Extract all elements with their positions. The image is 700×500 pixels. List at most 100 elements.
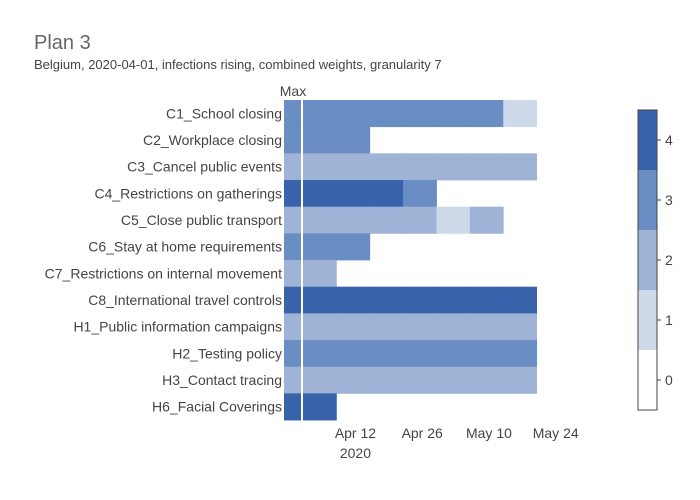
heatmap-cell	[436, 153, 471, 181]
heatmap-cell	[503, 366, 538, 394]
heatmap-cell	[503, 153, 538, 181]
row-label: H6_Facial Coverings	[152, 399, 282, 415]
max-cell	[284, 340, 301, 368]
x-axis: Apr 12 Apr 26 May 10 May 24 2020	[335, 425, 579, 461]
heatmap-cell	[336, 313, 371, 341]
x-tick-label: Apr 26	[402, 425, 443, 441]
x-tick-label: May 10	[466, 425, 512, 441]
heatmap-cell	[503, 340, 538, 368]
row-label: H3_Contact tracing	[162, 372, 282, 388]
heatmap-cell	[436, 286, 471, 314]
colorbar-segment	[638, 170, 657, 230]
heatmap-cell	[403, 366, 437, 394]
heatmap-cell	[303, 286, 337, 314]
heatmap-cell	[436, 366, 471, 394]
heatmap-cell	[469, 153, 504, 181]
max-cell	[284, 100, 301, 128]
heatmap-cell	[303, 260, 337, 288]
heatmap-cell	[336, 126, 371, 154]
heatmap-cell	[469, 286, 504, 314]
heatmap-cell	[336, 340, 371, 368]
row-label: C6_Stay at home requirements	[88, 239, 282, 255]
heatmap-cell	[369, 100, 404, 128]
heatmap-cell	[403, 206, 437, 234]
heatmap-cell	[369, 153, 404, 181]
max-cell	[284, 126, 301, 154]
heatmap-cell	[336, 180, 371, 208]
heatmap-cell	[369, 340, 404, 368]
colorbar-tick-label: 1	[665, 312, 673, 328]
heatmap-cell	[469, 340, 504, 368]
max-cell	[284, 366, 301, 394]
heatmap-cell	[403, 180, 437, 208]
heatmap-cell	[369, 206, 404, 234]
heatmap-cell	[303, 126, 337, 154]
max-cell	[284, 180, 301, 208]
heatmap-cell	[303, 340, 337, 368]
heatmap-cell	[336, 153, 371, 181]
heatmap-cell	[336, 233, 371, 261]
row-label: H2_Testing policy	[172, 345, 282, 361]
heatmap-cell	[336, 286, 371, 314]
row-label: C7_Restrictions on internal movement	[45, 265, 282, 281]
heatmap-cell	[403, 100, 437, 128]
row-label: H1_Public information campaigns	[73, 319, 282, 335]
heatmap-cell	[336, 366, 371, 394]
heatmap-cell	[503, 313, 538, 341]
colorbar-tick-label: 2	[665, 252, 673, 268]
colorbar-segment	[638, 230, 657, 290]
max-cell	[284, 393, 301, 421]
colorbar-tick-label: 0	[665, 372, 673, 388]
heatmap-cell	[303, 206, 337, 234]
max-cell	[284, 260, 301, 288]
heatmap-cell	[369, 313, 404, 341]
heatmap-cell	[403, 286, 437, 314]
max-cell	[284, 153, 301, 181]
max-cell	[284, 286, 301, 314]
x-tick-label: May 24	[533, 425, 579, 441]
heatmap-cell	[336, 100, 371, 128]
heatmap-cell	[436, 100, 471, 128]
heatmap-cell	[369, 366, 404, 394]
heatmap-cell	[303, 153, 337, 181]
heatmap-cell	[436, 206, 471, 234]
row-label: C1_School closing	[166, 105, 282, 121]
max-cell	[284, 233, 301, 261]
colorbar-tick-label: 4	[665, 132, 673, 148]
heatmap-cell	[436, 313, 471, 341]
heatmap-cell	[369, 180, 404, 208]
heatmap-cell	[403, 340, 437, 368]
row-label: C4_Restrictions on gatherings	[94, 185, 282, 201]
heatmap-cell	[369, 286, 404, 314]
colorbar-segment	[638, 350, 657, 410]
heatmap-cell	[469, 313, 504, 341]
heatmap-cell	[303, 100, 337, 128]
heatmap-cell	[303, 393, 337, 421]
max-cell	[284, 206, 301, 234]
heatmap-cell	[469, 366, 504, 394]
heatmap-cell	[403, 313, 437, 341]
row-labels: C1_School closing C2_Workplace closing C3_…	[45, 105, 282, 414]
chart-title: Plan 3	[34, 32, 91, 54]
colorbar-segment	[638, 290, 657, 350]
colorbar: 0 1 2 3 4	[637, 109, 673, 411]
max-column-label: Max	[280, 83, 306, 99]
heatmap-cell	[303, 366, 337, 394]
row-label: C3_Cancel public events	[127, 159, 282, 175]
heatmap-cell	[503, 286, 538, 314]
max-cell	[284, 313, 301, 341]
colorbar-tick-label: 3	[665, 192, 673, 208]
heatmap-cell	[469, 100, 504, 128]
row-label: C2_Workplace closing	[143, 132, 282, 148]
chart-subtitle: Belgium, 2020-04-01, infections rising, …	[34, 57, 442, 72]
max-column	[284, 100, 301, 421]
heatmap-cell	[336, 206, 371, 234]
heatmap-cell	[469, 206, 504, 234]
heatmap-cell	[503, 100, 538, 128]
x-tick-year: 2020	[340, 445, 371, 461]
heatmap-cell	[303, 313, 337, 341]
row-label: C8_International travel controls	[88, 292, 282, 308]
heatmap-cell	[403, 153, 437, 181]
x-tick-label: Apr 12	[335, 425, 376, 441]
